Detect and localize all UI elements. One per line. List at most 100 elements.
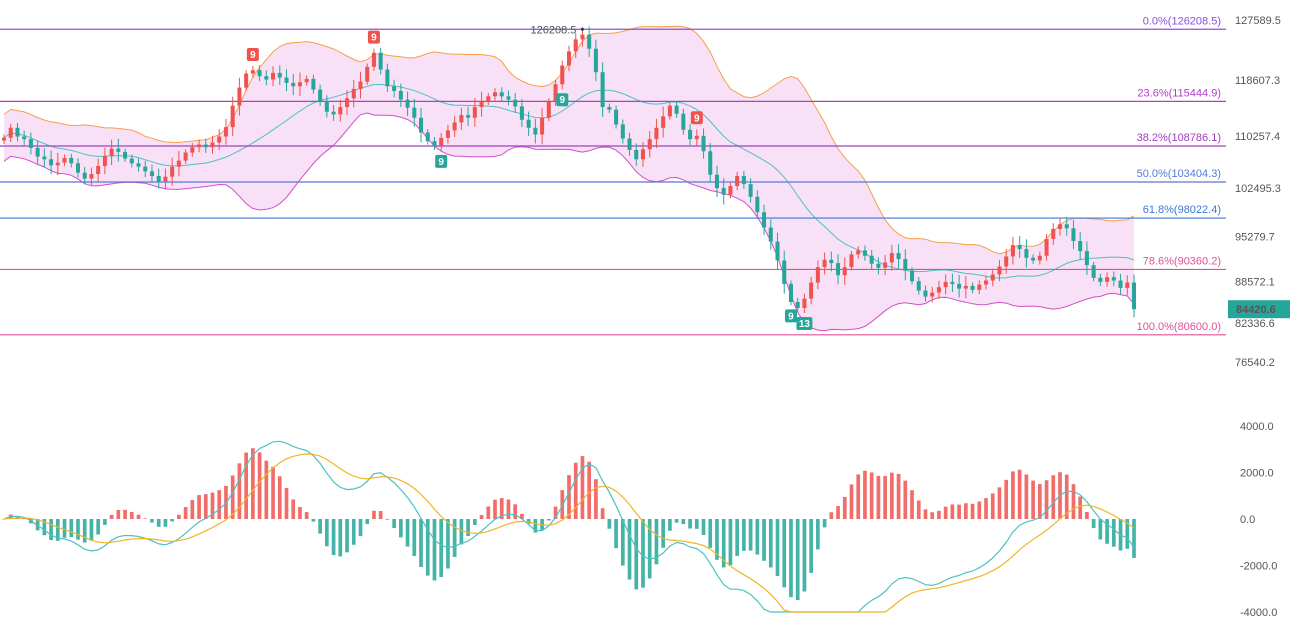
macd-bar	[1091, 519, 1096, 528]
candle-body	[69, 157, 74, 164]
candle-body	[688, 129, 693, 140]
macd-bar	[842, 496, 847, 519]
candle-body	[627, 138, 632, 150]
candle-body	[398, 90, 403, 100]
macd-bar	[789, 519, 793, 598]
candle-body	[748, 184, 753, 197]
candle-body	[405, 99, 410, 108]
macd-bar	[553, 506, 558, 519]
macd-bar	[795, 519, 800, 601]
candle-body	[277, 72, 282, 78]
macd-bar	[849, 484, 854, 519]
macd-bar	[829, 512, 834, 519]
macd-bar	[15, 515, 20, 519]
macd-bar	[69, 519, 74, 538]
macd-bar	[22, 518, 27, 519]
candle-body	[371, 52, 376, 67]
candle-body	[8, 127, 13, 138]
fib-label-6: 100.0%(80600.0)	[1137, 321, 1221, 333]
candle-body	[836, 263, 841, 276]
macd-bar	[1011, 471, 1015, 519]
macd-bar	[620, 519, 625, 566]
macd-bar	[103, 519, 107, 525]
candle-body	[1057, 224, 1063, 229]
macd-bar	[614, 519, 618, 549]
macd-bar	[782, 519, 787, 588]
macd-bar	[580, 456, 585, 519]
candle-body	[741, 176, 746, 185]
candle-body	[930, 292, 935, 297]
macd-bar	[594, 479, 598, 519]
macd-tick-0: 4000.0	[1240, 421, 1274, 433]
candle-body	[257, 70, 262, 77]
fib-label-2: 38.2%(108786.1)	[1137, 132, 1221, 144]
candle-body	[1098, 277, 1103, 282]
candle-body	[318, 89, 323, 101]
candle-body	[1105, 277, 1110, 282]
candle-body	[775, 241, 780, 261]
macd-bar	[930, 512, 935, 519]
macd-bar	[910, 490, 914, 519]
candle-body	[1, 137, 7, 141]
macd-bar	[977, 501, 982, 519]
candle-body	[910, 270, 915, 282]
candle-body	[425, 132, 430, 142]
candle-body	[869, 255, 874, 264]
macd-bar	[217, 490, 222, 519]
macd-bar	[76, 519, 80, 540]
macd-bar	[1037, 483, 1042, 519]
macd-bar	[311, 519, 316, 522]
macd-bar	[1111, 519, 1116, 547]
candle-body	[324, 100, 329, 112]
macd-bar	[634, 519, 639, 590]
macd-bar	[923, 509, 928, 519]
candle-body	[445, 130, 450, 138]
candle-body	[984, 280, 989, 285]
candle-body	[250, 70, 255, 74]
candle-body	[640, 149, 646, 160]
macd-bar	[533, 519, 538, 533]
macd-bar	[284, 487, 289, 519]
macd-dea-line	[3, 453, 1135, 613]
macd-bar	[156, 519, 161, 527]
candle-body	[479, 101, 484, 108]
candle-body	[1064, 224, 1069, 229]
candle-body	[587, 34, 592, 49]
candle-body	[55, 162, 60, 166]
price-tick-6: 82336.6	[1235, 318, 1275, 330]
macd-bar	[136, 514, 141, 519]
macd-bar	[728, 519, 733, 566]
candle-body	[815, 267, 820, 283]
td-marker-6	[796, 316, 813, 330]
candle-body	[997, 266, 1002, 275]
candle-body	[210, 142, 215, 148]
macd-bar	[1017, 469, 1022, 519]
macd-bar	[883, 476, 887, 519]
macd-bar	[647, 519, 652, 579]
candle-body	[82, 172, 87, 179]
candle-body	[506, 96, 511, 100]
candle-body	[378, 52, 383, 70]
macd-bar	[903, 480, 908, 519]
macd-tick-4: -4000.0	[1240, 607, 1277, 617]
macd-bar	[251, 448, 255, 519]
macd-bar	[452, 519, 457, 557]
candle-body	[311, 78, 316, 90]
candle-body	[1118, 280, 1123, 288]
candle-body	[49, 159, 54, 166]
candle-body	[1125, 282, 1130, 288]
candles: 126208.5	[1, 24, 1137, 318]
macd-bar	[472, 519, 477, 525]
candle-body	[708, 151, 713, 175]
macd-bar	[916, 500, 921, 519]
candle-body	[109, 148, 114, 156]
candle-body	[466, 115, 471, 118]
candle-body	[963, 285, 968, 289]
macd-bar	[163, 519, 168, 527]
candle-body	[35, 147, 40, 157]
candle-body	[647, 139, 652, 150]
macd-bar	[129, 511, 134, 519]
macd-bar	[405, 519, 410, 547]
candle-body	[809, 282, 814, 299]
